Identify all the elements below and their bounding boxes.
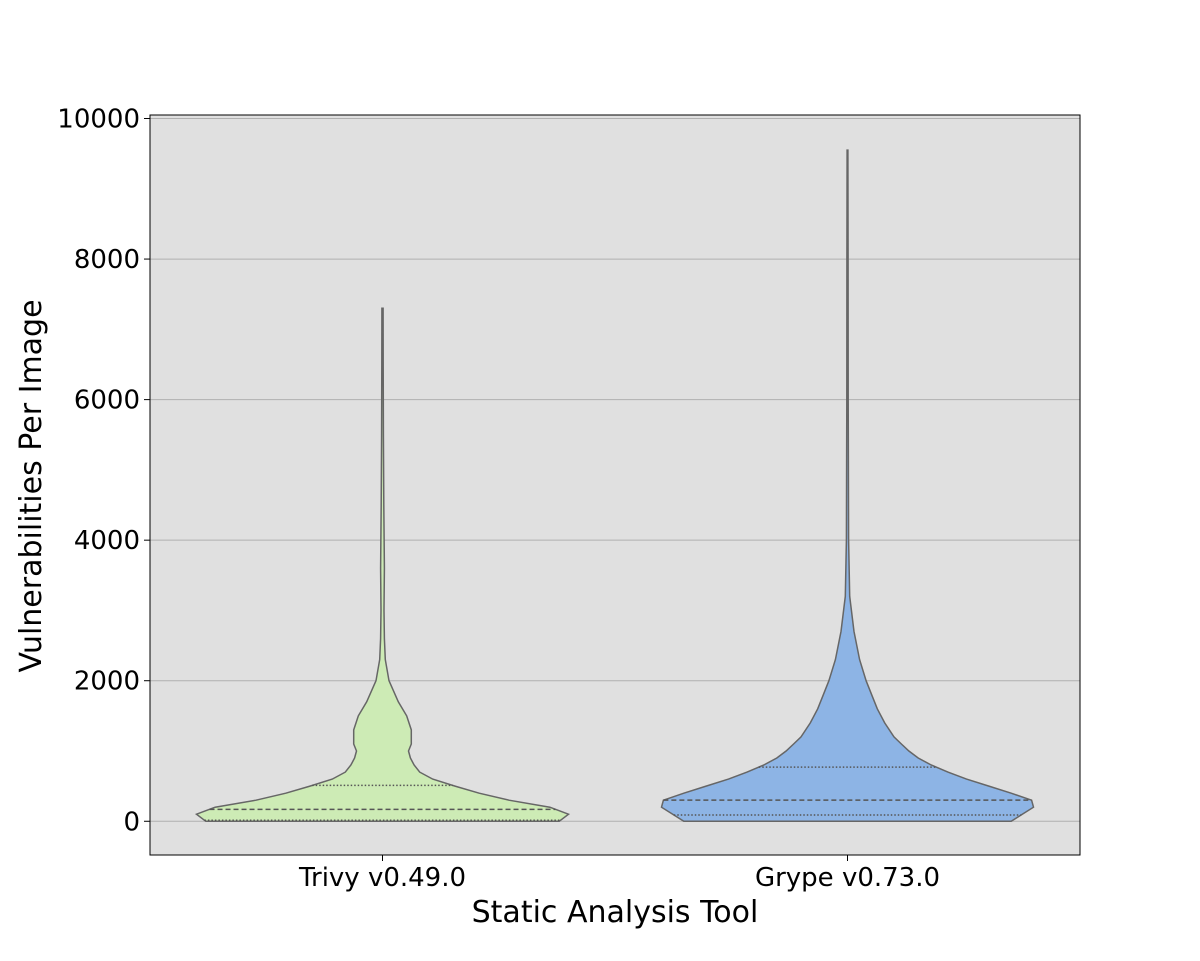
y-axis-label: Vulnerabilities Per Image — [14, 299, 49, 672]
y-tick-label: 4000 — [74, 526, 140, 556]
x-axis-label: Static Analysis Tool — [472, 895, 759, 930]
y-axis: 0 2000 4000 6000 8000 10000 — [57, 105, 150, 837]
violin-body — [660, 149, 1035, 823]
x-tick-label: Trivy v0.49.0 — [298, 863, 466, 893]
x-tick-label: Grype v0.73.0 — [755, 863, 940, 893]
plot-background — [150, 115, 1080, 855]
violin-body — [194, 307, 571, 823]
x-axis: Trivy v0.49.0 Grype v0.73.0 — [298, 855, 940, 893]
y-tick-label: 0 — [123, 807, 140, 837]
y-tick-label: 2000 — [74, 667, 140, 697]
y-tick-label: 6000 — [74, 386, 140, 416]
plot-frame — [149, 114, 1081, 856]
violins — [194, 149, 1035, 823]
y-tick-label: 10000 — [57, 105, 140, 135]
y-tick-label: 8000 — [74, 245, 140, 275]
